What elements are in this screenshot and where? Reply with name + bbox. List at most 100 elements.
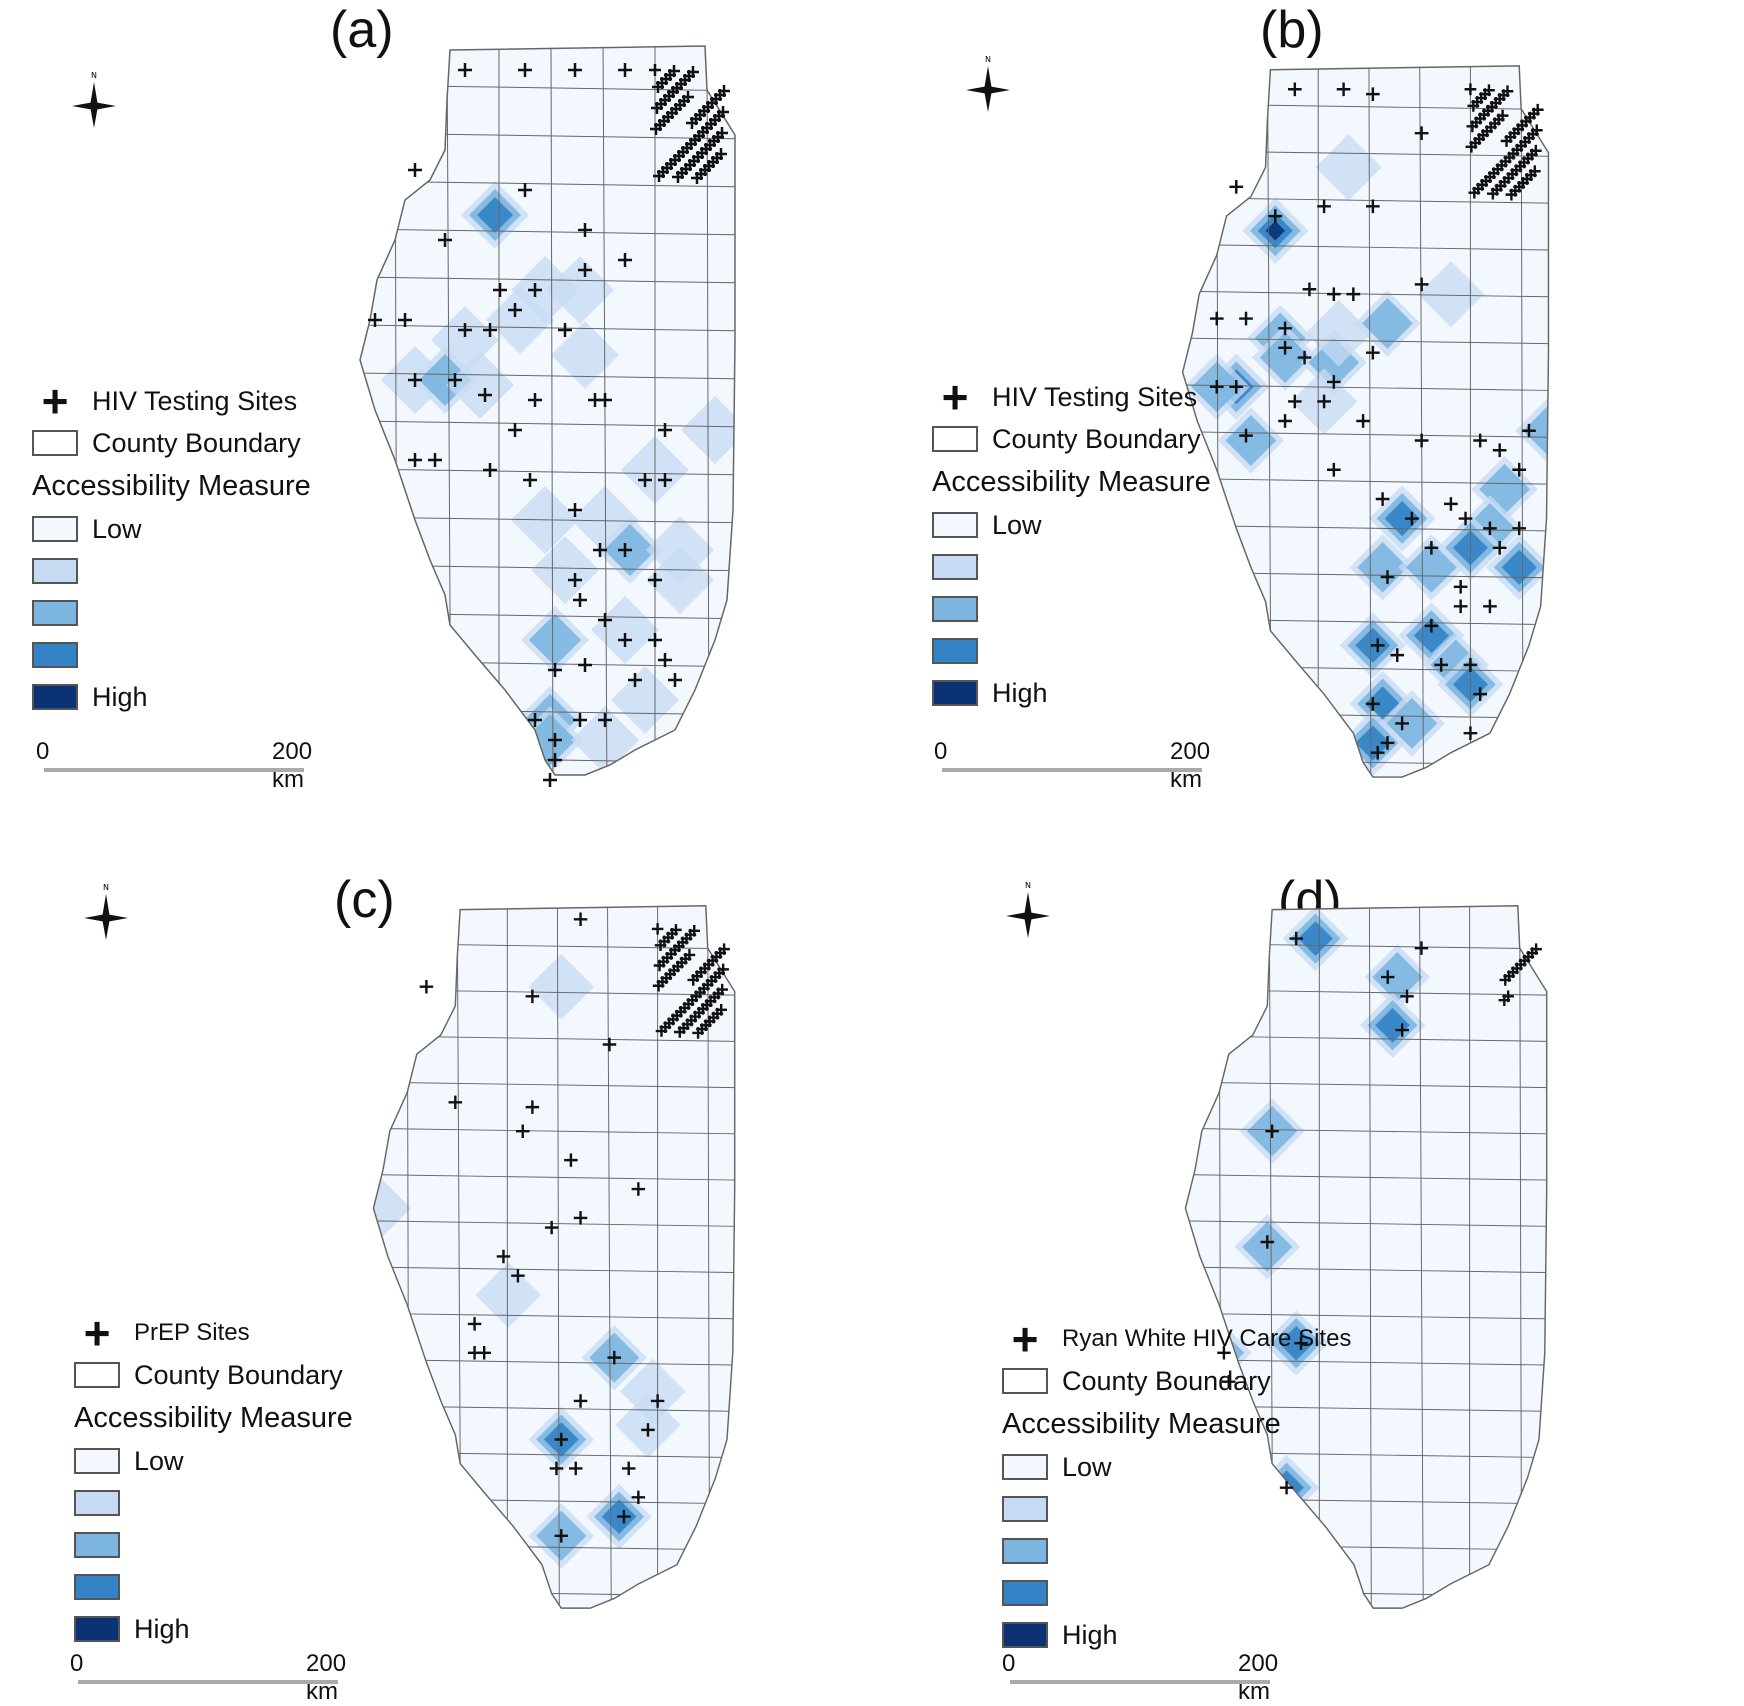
site-marker-plus-icon [658, 473, 672, 487]
legend-swatch-2 [32, 558, 78, 584]
site-marker-plus-icon [578, 223, 592, 237]
site-marker-plus-icon [1483, 599, 1497, 614]
site-marker-plus-icon [638, 473, 652, 487]
legend-title: Accessibility Measure [74, 1401, 353, 1434]
site-marker-plus-icon [525, 989, 540, 1004]
site-marker-plus-icon [1473, 433, 1487, 448]
state-outline [1184, 905, 1548, 1609]
legend-high-label: High [992, 677, 1048, 708]
site-marker-plus-icon [1414, 126, 1429, 140]
site-marker-plus-icon [617, 1509, 631, 1524]
accessibility-hotspot [1413, 618, 1449, 654]
site-marker-plus-icon [511, 1268, 525, 1283]
site-marker-plus-icon [1395, 1023, 1409, 1037]
site-marker-plus-icon [718, 85, 730, 97]
site-marker-plus-icon [1297, 350, 1312, 365]
site-marker-plus-icon [1268, 209, 1283, 223]
legend-swatch-4 [74, 1574, 120, 1600]
illinois-map [1181, 65, 1550, 778]
site-marker-plus-icon [607, 1350, 622, 1365]
legend-swatch-2 [74, 1490, 120, 1516]
accessibility-hotspot [475, 1262, 542, 1328]
legend-swatch-3 [74, 1532, 120, 1558]
site-marker-plus-icon [573, 593, 587, 607]
map-legend: + PrEP Sites County Boundary Accessibilit… [74, 1310, 353, 1650]
site-marker-plus-icon [718, 943, 730, 955]
site-marker-plus-icon [1336, 82, 1351, 97]
legend-county-label: County Boundary [1062, 1365, 1271, 1396]
site-marker-plus-icon [1366, 697, 1380, 711]
county-boundary [1368, 905, 1372, 1609]
legend-high-label: High [92, 681, 148, 712]
site-marker-plus-icon [716, 127, 728, 139]
county-boundary [602, 46, 608, 775]
site-marker-plus-icon [523, 473, 537, 487]
site-marker-plus-icon [1453, 599, 1468, 614]
legend-county-label: County Boundary [992, 423, 1201, 454]
site-marker-plus-icon [1239, 428, 1253, 443]
site-marker-plus-icon [398, 313, 412, 327]
site-marker-plus-icon [1366, 345, 1380, 360]
accessibility-hotspot [529, 614, 581, 666]
accessibility-hotspot [1479, 463, 1530, 515]
county-boundary [360, 516, 735, 524]
site-marker-plus-icon [408, 163, 422, 177]
map-legend: + HIV Testing Sites County Boundary Acces… [32, 378, 311, 718]
site-marker-plus-icon [448, 1095, 463, 1110]
site-marker-plus-icon [1492, 443, 1507, 458]
site-marker-plus-icon [1380, 970, 1395, 984]
panel-a: (a) N + HIV Testing Sites County Boundary… [0, 0, 872, 850]
legend-swatch-4 [932, 638, 978, 664]
county-boundary [1419, 65, 1425, 778]
accessibility-hotspot [1372, 952, 1423, 1003]
state-area [360, 46, 735, 775]
legend-swatch-4 [32, 642, 78, 668]
site-marker-plus-icon [525, 1100, 540, 1114]
legend-swatch-high [932, 680, 978, 706]
accessibility-hotspot [1298, 921, 1333, 956]
legend-county-swatch [32, 430, 78, 456]
site-marker-plus-icon [618, 543, 632, 557]
north-arrow-icon: N [1006, 881, 1050, 938]
site-marker-plus-icon [631, 1490, 646, 1505]
legend-title: Accessibility Measure [32, 469, 311, 502]
site-marker-plus-icon [668, 65, 680, 77]
county-boundary [360, 228, 735, 236]
legend-low-label: Low [1062, 1451, 1112, 1482]
county-boundary [607, 905, 612, 1609]
site-marker-plus-icon [1444, 497, 1458, 511]
site-marker-plus-icon [1209, 380, 1224, 394]
accessibility-hotspot [486, 286, 554, 354]
site-marker-plus-icon [568, 63, 582, 77]
legend-swatch-high [32, 684, 78, 710]
site-marker-plus-icon [1502, 990, 1514, 1003]
site-marker-plus-icon [368, 313, 382, 327]
county-boundary [373, 1127, 735, 1135]
site-marker-plus-icon [458, 63, 472, 77]
site-marker-plus-icon [554, 1529, 569, 1543]
legend-swatch-2 [1002, 1496, 1048, 1522]
legend-county-label: County Boundary [134, 1359, 343, 1390]
site-marker-plus-icon [1346, 287, 1361, 301]
site-marker-plus-icon [1366, 87, 1380, 101]
legend-site-label: HIV Testing Sites [992, 381, 1198, 412]
site-marker-plus-icon [1528, 165, 1541, 178]
county-boundary [1185, 1312, 1547, 1320]
county-boundary [373, 1220, 735, 1228]
site-marker-plus-icon [1278, 321, 1292, 336]
county-boundary [373, 1359, 735, 1366]
site-marker-plus-icon [1370, 638, 1385, 653]
site-marker-plus-icon [1530, 943, 1542, 955]
site-marker-plus-icon [1327, 375, 1341, 389]
county-boundary [1182, 524, 1549, 532]
panel-label: (c) [334, 871, 395, 929]
site-marker-plus-icon [428, 453, 442, 467]
site-marker-plus-icon [717, 106, 729, 118]
accessibility-hotspot [531, 536, 599, 604]
site-marker-plus-icon [715, 1004, 727, 1016]
site-marker-plus-icon [1501, 85, 1514, 98]
legend-high-label: High [134, 1613, 190, 1644]
site-marker-plus-icon [1317, 394, 1331, 409]
site-marker-plus-icon [564, 1153, 578, 1167]
county-boundary [1182, 290, 1549, 298]
